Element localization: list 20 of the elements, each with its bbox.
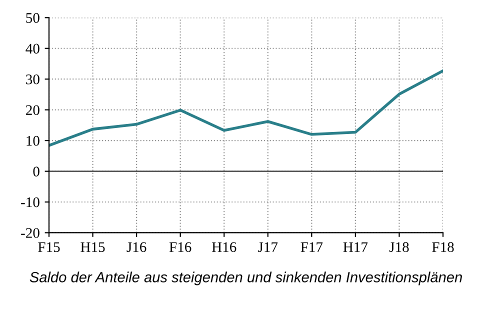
- y-tick-label: 40: [26, 44, 40, 54]
- x-tick-label: F16: [169, 242, 192, 252]
- x-tick-label: J18: [389, 242, 409, 252]
- x-axis-title: Saldo der Anteile aus steigenden und sinkenden Investitionsplänen: [30, 272, 462, 286]
- x-tick-label: H17: [343, 242, 368, 252]
- y-tick-label: 50: [26, 13, 40, 23]
- y-tick-label: 20: [26, 105, 40, 116]
- x-tick-label: H15: [80, 242, 105, 252]
- x-tick-label: F17: [300, 242, 323, 252]
- y-tick-label: 10: [26, 136, 40, 146]
- x-tick-label: J16: [126, 242, 146, 252]
- x-tick-label: F18: [432, 242, 454, 252]
- x-tick-label: F15: [38, 242, 60, 252]
- line-series: [49, 69, 443, 147]
- x-tick-label: J17: [258, 242, 278, 252]
- y-tick-label: -20: [21, 228, 40, 238]
- y-tick-label: 30: [26, 74, 40, 84]
- x-tick-label: H16: [212, 242, 236, 252]
- y-tick-label: 0: [33, 166, 40, 176]
- y-tick-label: -10: [21, 197, 40, 208]
